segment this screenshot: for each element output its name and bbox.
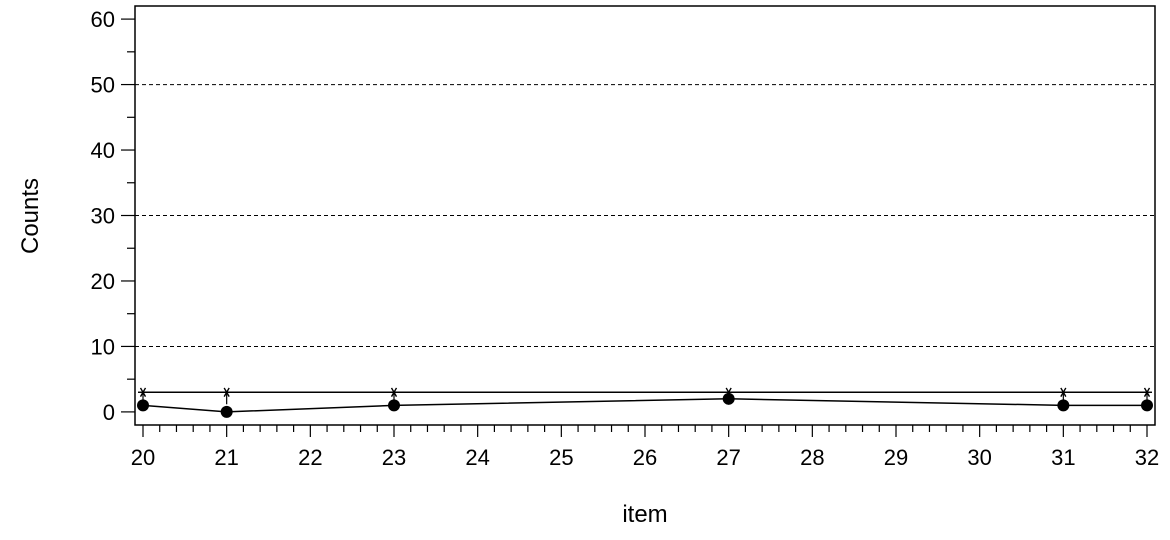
y-axis-label: Counts	[17, 178, 44, 254]
x-tick-label: 23	[382, 445, 406, 470]
x-tick-label: 26	[633, 445, 657, 470]
x-tick-label: 27	[716, 445, 740, 470]
reference-lines	[135, 84, 1155, 347]
x-tick-label: 21	[214, 445, 238, 470]
data-point-circle	[1141, 399, 1153, 412]
data-point-star	[221, 387, 232, 405]
data-point-circle	[388, 399, 400, 412]
x-tick-label: 29	[884, 445, 908, 470]
series-layer	[137, 387, 1153, 418]
x-tick-label: 28	[800, 445, 824, 470]
x-tick-label: 20	[131, 445, 155, 470]
series-line-circle	[142, 398, 1147, 413]
data-point-star	[723, 387, 734, 405]
y-tick-label: 40	[91, 138, 115, 163]
data-point-star	[1058, 387, 1069, 405]
x-axis-label: item	[622, 501, 667, 528]
data-point-circle	[137, 399, 149, 412]
y-tick-label: 50	[91, 73, 115, 98]
x-tick-label: 32	[1135, 445, 1159, 470]
data-point-star	[138, 387, 148, 405]
x-tick-label: 25	[549, 445, 573, 470]
x-tick-label: 22	[298, 445, 322, 470]
plot-frame	[134, 5, 1156, 426]
data-point-circle	[220, 405, 233, 418]
data-point-star	[1142, 387, 1152, 405]
y-tick-label: 0	[103, 400, 115, 425]
x-tick-label: 31	[1051, 445, 1075, 470]
y-tick-label: 10	[91, 334, 115, 359]
x-axis: 20 21 22 23 24 25 26 27 28 29 30 31 32	[131, 425, 1159, 470]
data-point-circle	[1057, 399, 1070, 412]
y-tick-label: 20	[91, 269, 115, 294]
data-point-star	[389, 387, 399, 405]
x-tick-label: 24	[465, 445, 489, 470]
y-tick-label: 30	[91, 204, 115, 229]
x-tick-label: 30	[967, 445, 991, 470]
y-axis: 0 10 20 30 40 50 60	[91, 7, 135, 425]
y-tick-label: 60	[91, 7, 115, 32]
